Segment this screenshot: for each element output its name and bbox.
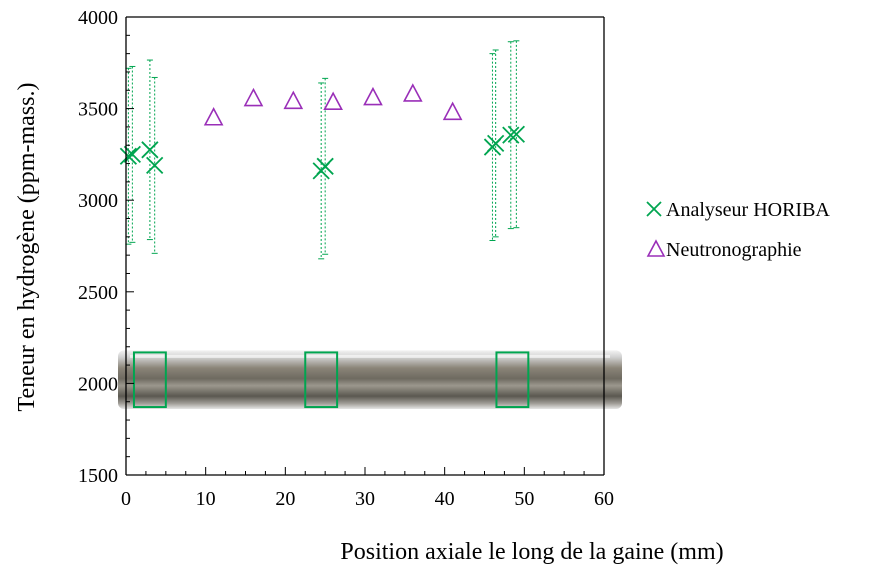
legend-horiba-label: Analyseur HORIBA — [666, 199, 830, 221]
neutron-point — [283, 90, 304, 110]
cladding-photo-inset — [118, 350, 622, 410]
sample-box-3 — [495, 351, 530, 409]
y-tick-label: 3500 — [78, 99, 118, 121]
x-axis-title: Position axiale le long de la gaine (mm) — [340, 539, 723, 565]
horiba-point — [316, 157, 334, 175]
x-tick-label: 10 — [196, 488, 216, 510]
y-tick-label: 2000 — [78, 373, 118, 395]
errorbar-layer — [125, 40, 520, 260]
horiba-point — [146, 156, 164, 175]
y-tick-label: 4000 — [78, 7, 118, 29]
marker-layer — [119, 83, 526, 180]
x-tick-label: 40 — [435, 488, 455, 510]
cladding-rod — [118, 350, 622, 410]
x-tick-label: 60 — [594, 488, 614, 510]
neutron-point — [442, 101, 463, 121]
horiba-point — [487, 134, 505, 153]
horiba-point — [119, 147, 138, 165]
legend-item-neutron: Neutronographie — [646, 239, 802, 261]
legend: Analyseur HORIBA Neutronographie — [646, 199, 830, 261]
neutron-point — [323, 91, 343, 110]
x-tick-label: 0 — [121, 488, 131, 510]
axes — [125, 16, 605, 476]
x-tick-label: 30 — [355, 488, 375, 510]
x-tick-label: 20 — [275, 488, 295, 510]
legend-item-horiba: Analyseur HORIBA — [646, 199, 830, 221]
y-tick-label: 3000 — [78, 190, 118, 212]
neutron-point — [243, 87, 264, 107]
horiba-point — [502, 126, 520, 144]
neutron-point — [203, 107, 224, 126]
y-tick-labels: 1500 2000 2500 3000 3500 4000 — [78, 7, 118, 487]
horiba-point — [123, 145, 142, 164]
x-tick-labels: 0 10 20 30 40 50 60 — [121, 488, 614, 510]
horiba-point — [507, 125, 526, 143]
legend-neutron-label: Neutronographie — [666, 239, 802, 261]
y-tick-label: 1500 — [78, 465, 118, 487]
neutron-point — [363, 86, 383, 106]
errorbar — [151, 76, 158, 254]
plot-area — [118, 16, 622, 476]
legend-neutron-marker — [646, 239, 666, 257]
legend-horiba-marker — [646, 201, 662, 217]
errorbar — [318, 82, 325, 260]
y-axis-title: Teneur en hydrogène (ppm-mass.) — [14, 83, 40, 412]
errorbar — [129, 65, 136, 243]
y-tick-label: 2500 — [78, 282, 118, 304]
sample-box-2 — [304, 351, 339, 409]
horiba-point — [141, 141, 159, 159]
x-tick-label: 50 — [514, 488, 534, 510]
sample-box-1 — [132, 351, 167, 409]
neutron-point — [402, 83, 423, 102]
